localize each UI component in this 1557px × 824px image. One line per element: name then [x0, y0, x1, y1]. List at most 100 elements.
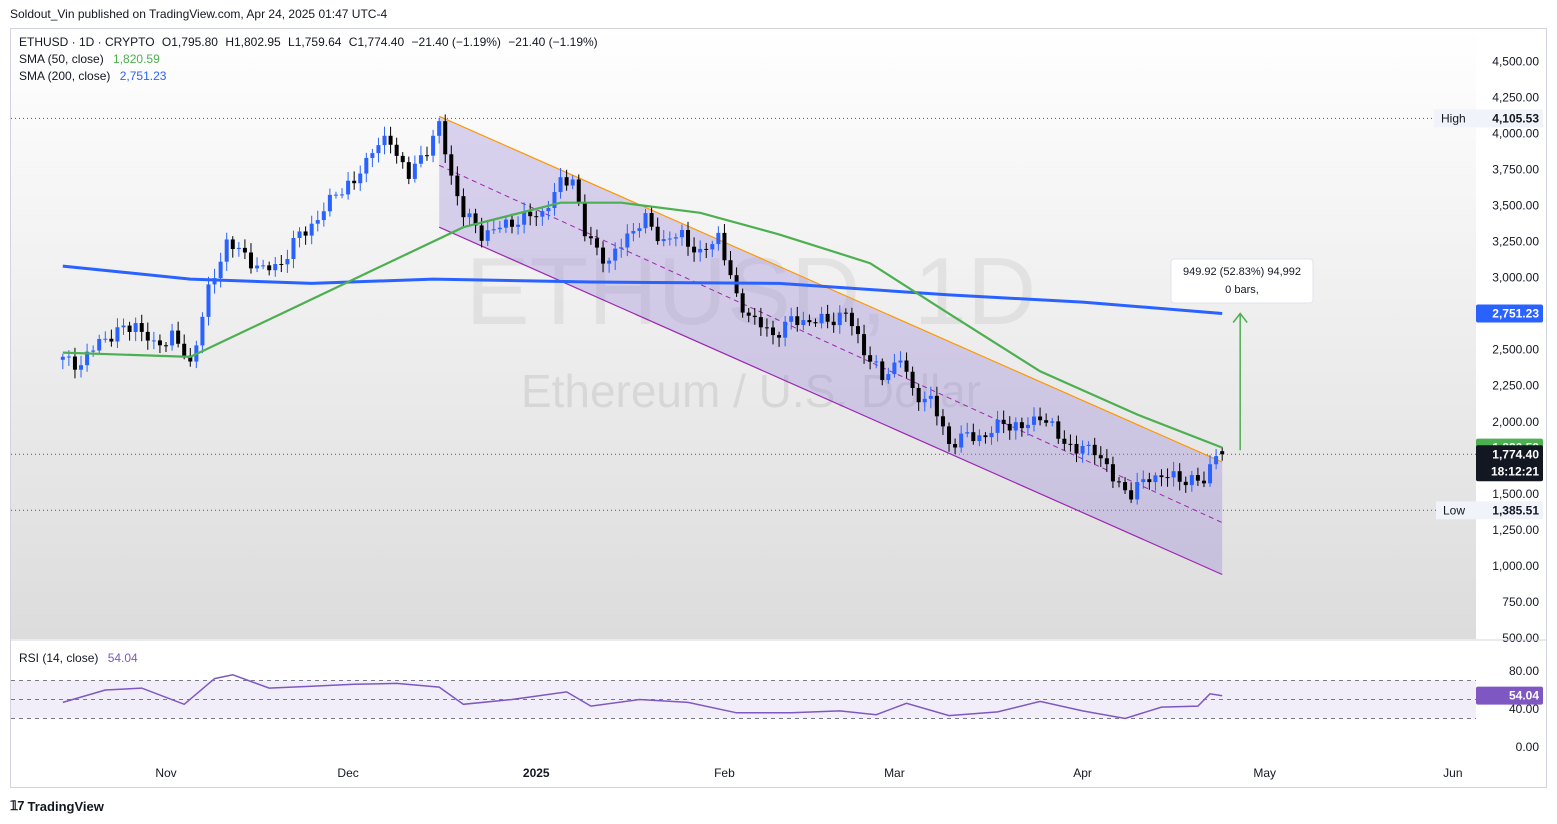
candle — [267, 261, 272, 276]
watermark: ETHUSD, 1D Ethereum / U.S. Dollar — [466, 238, 1037, 417]
candle-body — [837, 312, 842, 326]
candle — [643, 208, 648, 234]
candle — [1086, 441, 1091, 456]
legend-low: L1,759.64 — [288, 35, 342, 49]
candle-body — [795, 316, 800, 326]
candle — [940, 409, 945, 436]
candle-body — [479, 225, 484, 241]
candle-body — [273, 264, 278, 271]
candle-body — [953, 443, 958, 448]
candle-body — [1038, 416, 1043, 421]
price-tick-label: 1,250.00 — [1492, 523, 1539, 537]
candle — [686, 221, 691, 256]
candle-body — [1153, 475, 1158, 483]
candle-body — [206, 284, 211, 317]
candle-body — [607, 260, 612, 264]
candle-body — [340, 194, 345, 196]
time-axis[interactable]: Nov Dec 2025 Feb Mar Apr May Jun — [155, 766, 1462, 780]
candle-body — [1032, 416, 1037, 425]
candle — [965, 422, 970, 438]
price-range-measure[interactable]: 949.92 (52.83%) 94,992 0 bars, — [1170, 258, 1314, 451]
footer-brand[interactable]: 𝟙7 TradingView — [10, 798, 104, 814]
candle — [746, 307, 751, 323]
candle — [783, 315, 788, 347]
candle-body — [1104, 458, 1109, 465]
candle-body — [97, 338, 102, 351]
candle-body — [1183, 481, 1188, 486]
candle-body — [406, 162, 411, 179]
candle-body — [1220, 451, 1225, 455]
candle-body — [230, 239, 235, 250]
price-tick-label: 2,500.00 — [1492, 343, 1539, 357]
candle-body — [382, 135, 387, 146]
candle — [1159, 469, 1164, 487]
candle — [570, 175, 575, 190]
rsi-pane[interactable]: 80.00 40.00 0.00 54.04 — [11, 664, 1543, 754]
candle — [109, 329, 114, 347]
candle-body — [255, 265, 260, 269]
candle — [406, 156, 411, 185]
candle-body — [1013, 422, 1018, 431]
candle — [358, 165, 363, 191]
candle-body — [989, 432, 994, 438]
candle-body — [315, 220, 320, 224]
regression-channel[interactable] — [438, 115, 1223, 576]
candle-body — [364, 157, 369, 174]
candle-body — [898, 360, 903, 363]
candle-body — [540, 211, 545, 217]
candle-body — [625, 233, 630, 248]
candle-body — [728, 260, 733, 276]
candle-body — [516, 224, 521, 227]
candle-body — [485, 230, 490, 241]
candle — [133, 317, 138, 342]
candle-body — [291, 238, 296, 259]
candle-body — [1062, 438, 1067, 444]
channel-fill — [439, 116, 1223, 575]
candle — [449, 145, 454, 185]
candle-body — [394, 144, 399, 156]
candle-body — [109, 338, 114, 342]
candle — [637, 223, 642, 238]
candle-body — [182, 343, 187, 356]
candle — [60, 353, 65, 370]
candle-body — [1123, 482, 1128, 491]
price-chart[interactable]: ETHUSD, 1D Ethereum / U.S. Dollar 949.92… — [11, 29, 1546, 787]
candle-body — [66, 356, 71, 358]
candle — [795, 306, 800, 332]
candle-body — [412, 163, 417, 179]
measure-label-box — [1170, 258, 1314, 304]
candle-body — [1177, 471, 1182, 482]
candle-body — [752, 315, 757, 318]
candle-body — [1080, 445, 1085, 454]
price-axis[interactable]: 4,500.00 4,250.00 4,000.00 3,750.00 3,500.00… — [1492, 55, 1539, 645]
candle — [667, 231, 672, 246]
legend-rsi-label: RSI (14, close) — [19, 651, 98, 665]
chart-frame[interactable]: ETHUSD, 1D Ethereum / U.S. Dollar 949.92… — [10, 28, 1547, 788]
candle-body — [133, 323, 138, 332]
candle — [261, 259, 266, 270]
candle — [625, 224, 630, 257]
candle — [224, 232, 229, 271]
candle — [607, 257, 612, 273]
candle-body — [297, 231, 302, 239]
candle — [522, 202, 527, 234]
sma200-tag-text: 2,751.23 — [1492, 306, 1539, 320]
rsi-tag-bg — [1476, 686, 1543, 705]
candle — [649, 205, 654, 231]
candle — [473, 208, 478, 234]
candle-body — [1007, 423, 1012, 431]
candle — [200, 312, 205, 354]
candle — [752, 308, 757, 325]
candle — [85, 343, 90, 372]
candle-body — [1189, 475, 1194, 486]
candle — [1068, 434, 1073, 452]
candle-body — [285, 258, 290, 265]
candle — [1025, 417, 1030, 436]
candle — [346, 172, 351, 200]
candle-body — [552, 192, 557, 208]
candle-body — [940, 416, 945, 427]
candle-body — [103, 338, 108, 340]
candle-body — [588, 236, 593, 239]
candle-body — [904, 360, 909, 372]
candle-body — [1171, 471, 1176, 478]
